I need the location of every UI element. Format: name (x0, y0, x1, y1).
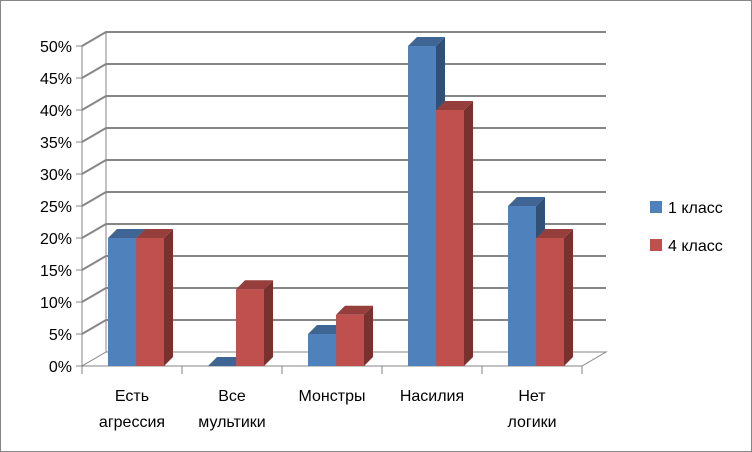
bar-front (308, 334, 336, 366)
y-tick-label: 15% (40, 263, 72, 280)
legend: 1 класс 4 класс (650, 200, 723, 255)
y-axis-ticks: 0% 5% 10% 15% 20% 25% 30% 35% 40% 45% 50% (40, 39, 82, 376)
bar-front (136, 238, 164, 366)
gridline (81, 159, 606, 175)
bar-top (336, 305, 373, 315)
bar-front (108, 238, 136, 366)
category-label: Есть агрессия (99, 388, 165, 431)
bar (236, 280, 273, 366)
category-label: Насилия (400, 388, 464, 405)
y-tick-label: 30% (40, 167, 72, 184)
gridline (81, 95, 606, 111)
y-tick-label: 45% (40, 71, 72, 88)
bar-top (436, 101, 473, 110)
bar-top (108, 229, 145, 238)
bar-side (464, 101, 473, 366)
bar (436, 101, 473, 366)
bar-side (564, 229, 573, 366)
y-tick-label: 10% (40, 295, 72, 312)
bar (336, 305, 373, 366)
bar-front (536, 238, 564, 366)
bar-front (436, 110, 464, 366)
y-tick-label: 35% (40, 135, 72, 152)
x-axis-ticks (81, 366, 583, 374)
bar-side (164, 229, 173, 366)
gridline (81, 31, 606, 47)
bar-top (208, 357, 245, 366)
bar-front (508, 206, 536, 366)
bars (108, 37, 573, 366)
y-tick-label: 50% (40, 39, 72, 56)
bar-front (408, 46, 436, 366)
y-tick-label: 25% (40, 199, 72, 216)
gridline (81, 127, 606, 143)
legend-swatch (650, 239, 662, 251)
gridline (81, 63, 606, 79)
y-tick-label: 5% (49, 327, 72, 344)
category-label: Монстры (299, 388, 366, 405)
bar-front (336, 314, 364, 366)
y-tick-label: 40% (40, 103, 72, 120)
bar-side (264, 280, 273, 366)
bar-top (508, 197, 545, 206)
legend-swatch (650, 201, 662, 213)
bar-top (236, 280, 273, 290)
bar (208, 357, 245, 366)
legend-item: 1 класс (650, 200, 723, 217)
bar (536, 229, 573, 366)
bar-top (536, 229, 573, 238)
legend-label: 1 класс (668, 200, 723, 217)
y-tick-label: 0% (49, 359, 72, 376)
category-labels: Есть агрессия Все мультики Монстры Насилия Нет… (99, 388, 557, 431)
bar-top (308, 325, 345, 334)
bar (136, 229, 173, 366)
y-tick-label: 20% (40, 231, 72, 248)
bar-top (408, 37, 445, 46)
bar-top (136, 229, 173, 238)
bar-front (236, 289, 264, 366)
category-label: Нет логики (507, 388, 556, 431)
legend-item: 4 класс (650, 238, 723, 255)
bar-side (364, 305, 373, 366)
category-label: Все мультики (198, 388, 265, 431)
legend-label: 4 класс (668, 238, 723, 255)
